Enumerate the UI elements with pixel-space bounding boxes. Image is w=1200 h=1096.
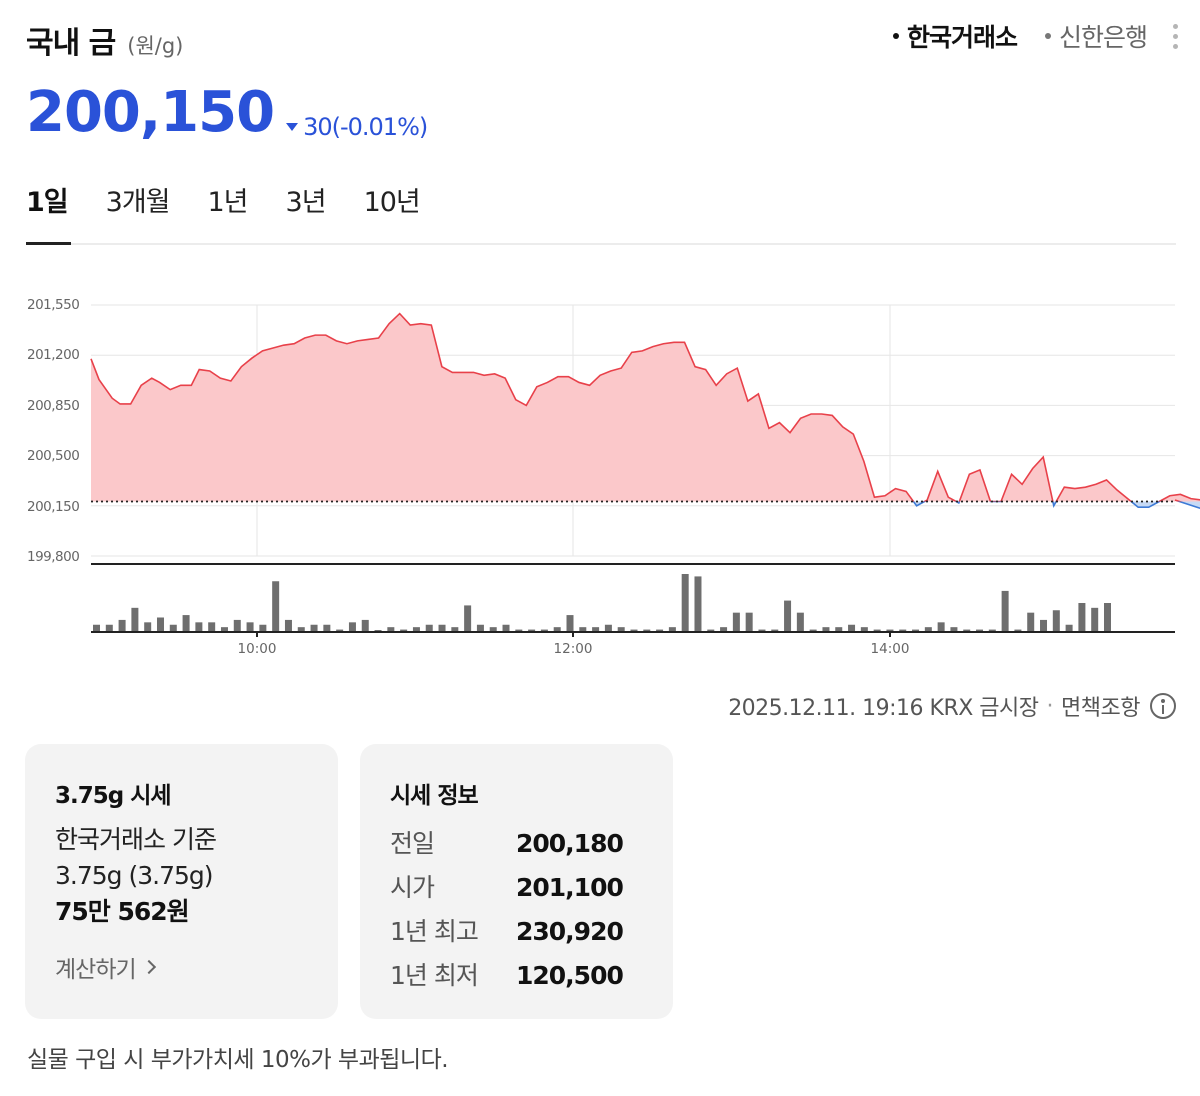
calculate-link[interactable]: 계산하기 (55, 950, 308, 984)
current-price: 200,150 (26, 80, 275, 145)
period-tabs: 1일 3개월 1년 3년 10년 (26, 180, 458, 219)
separator: · (1046, 693, 1054, 719)
weight-text: 3.75g (3.75g) (55, 861, 214, 890)
source-selector: 한국거래소 신한은행 (865, 18, 1178, 54)
card-title: 시세 정보 (390, 783, 479, 809)
x-tick-label: 12:00 (553, 641, 593, 657)
tab-3m[interactable]: 3개월 (105, 187, 171, 218)
vat-notice: 실물 구입 시 부가가치세 10%가 부과됩니다. (27, 1047, 449, 1073)
amount-text: 75만 562원 (55, 897, 190, 926)
basis-text: 한국거래소 기준 (55, 825, 217, 854)
stat-label: 시가 (390, 873, 435, 902)
down-triangle-icon (286, 123, 299, 131)
source-shinhan[interactable]: 신한은행 (1044, 18, 1148, 54)
tab-1y[interactable]: 1년 (207, 187, 249, 218)
stat-label: 전일 (390, 829, 435, 858)
chart-plot (90, 304, 1200, 637)
calculate-label: 계산하기 (55, 957, 137, 983)
quote: 200,150 30 (-0.01%) (26, 80, 429, 145)
card-title: 3.75g 시세 (55, 783, 172, 809)
y-tick-label: 200,850 (27, 398, 80, 414)
page-title: 국내 금 (26, 26, 116, 61)
tabs-divider (26, 243, 1176, 245)
data-source-note: 2025.12.11. 19:16 KRX 금시장 · 면책조항 (728, 690, 1176, 722)
x-tick-label: 10:00 (237, 641, 277, 657)
stat-row: 시가 201,100 (390, 866, 643, 910)
stat-value: 200,180 (516, 829, 624, 858)
price-change: 30 (-0.01%) (286, 113, 429, 141)
source-krx[interactable]: 한국거래소 (892, 18, 1018, 54)
disclaimer-link[interactable]: 면책조항 (1061, 696, 1140, 721)
x-tick-label: 14:00 (870, 641, 910, 657)
y-tick-label: 200,500 (27, 448, 80, 464)
gram-price-card: 3.75g 시세 한국거래소 기준 3.75g (3.75g) 75만 562원… (25, 744, 338, 1019)
price-chart[interactable]: 201,550 201,200 200,850 200,500 200,150 … (0, 280, 1200, 670)
source-label: 신한은행 (1058, 23, 1148, 52)
y-tick-label: 199,800 (27, 549, 80, 565)
more-vertical-icon[interactable] (1173, 23, 1178, 49)
info-icon[interactable] (1150, 693, 1176, 719)
bullet-icon (892, 33, 899, 39)
source-label: 한국거래소 (906, 23, 1018, 52)
stat-row: 1년 최저 120,500 (390, 954, 643, 998)
stat-label: 1년 최고 (390, 917, 479, 946)
tab-1d[interactable]: 1일 (26, 187, 69, 218)
y-tick-label: 200,150 (27, 499, 80, 515)
tab-3y[interactable]: 3년 (285, 187, 327, 218)
stat-label: 1년 최저 (390, 961, 479, 990)
active-tab-indicator (26, 242, 71, 245)
chevron-right-icon (141, 959, 156, 975)
stat-value: 230,920 (516, 917, 624, 946)
stat-row: 전일 200,180 (390, 822, 643, 866)
change-percent: (-0.01%) (331, 113, 429, 141)
tab-10y[interactable]: 10년 (363, 187, 421, 218)
y-tick-label: 201,550 (27, 297, 80, 313)
unit-label: (원/g) (127, 34, 184, 58)
stat-value: 201,100 (516, 873, 624, 902)
stat-value: 120,500 (516, 961, 624, 990)
change-amount: 30 (303, 113, 333, 141)
price-info-card: 시세 정보 전일 200,180 시가 201,100 1년 최고 230,92… (360, 744, 673, 1019)
y-tick-label: 201,200 (27, 347, 80, 363)
stat-row: 1년 최고 230,920 (390, 910, 643, 954)
bullet-icon (1044, 33, 1051, 39)
page-header: 국내 금 (원/g) (26, 18, 183, 62)
timestamp: 2025.12.11. 19:16 KRX 금시장 (728, 696, 1039, 721)
